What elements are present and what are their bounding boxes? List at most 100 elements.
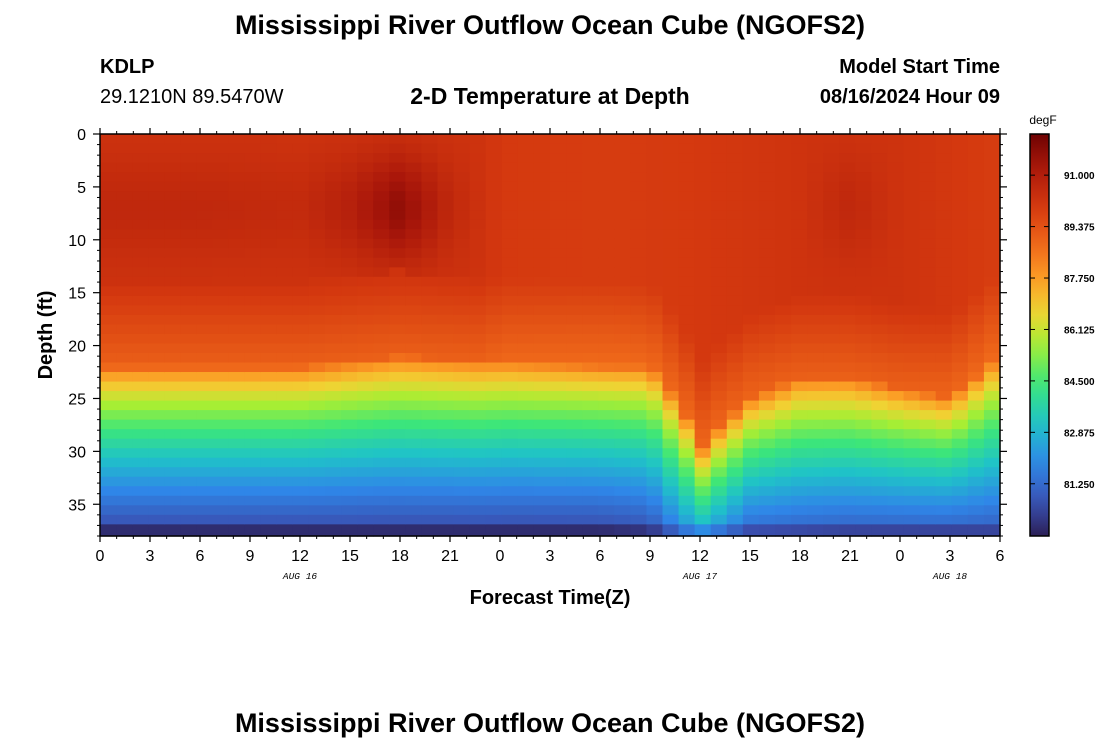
heatmap-cell: [325, 372, 342, 383]
heatmap-cell: [533, 333, 551, 345]
heatmap-cell: [694, 200, 712, 211]
heatmap-cell: [437, 181, 455, 192]
heatmap-cell: [807, 238, 824, 249]
heatmap-cell: [807, 219, 824, 230]
heatmap-cell: [501, 257, 519, 268]
heatmap-cell: [662, 257, 680, 268]
heatmap-cell: [598, 134, 615, 145]
heatmap-cell: [598, 372, 615, 383]
heatmap-cell: [855, 457, 873, 468]
heatmap-cell: [550, 181, 567, 192]
heatmap-cell: [919, 381, 937, 392]
heatmap-cell: [517, 524, 535, 535]
heatmap-cell: [405, 467, 423, 478]
heatmap-cell: [678, 372, 696, 383]
heatmap-cell: [373, 210, 390, 221]
heatmap-cell: [983, 295, 1001, 306]
heatmap-cell: [196, 314, 214, 326]
heatmap-cell: [758, 229, 776, 240]
heatmap-cell: [373, 467, 390, 478]
heatmap-cell: [148, 476, 165, 487]
heatmap-cell: [935, 381, 953, 392]
heatmap-cell: [341, 495, 358, 506]
heatmap-cell: [325, 495, 342, 506]
heatmap-cell: [646, 514, 664, 525]
heatmap-cell: [373, 257, 390, 268]
heatmap-cell: [228, 410, 246, 421]
heatmap-cell: [116, 343, 133, 354]
heatmap-cell: [983, 362, 1001, 373]
heatmap-cell: [983, 419, 1001, 430]
heatmap-cell: [308, 391, 326, 402]
heatmap-cell: [389, 419, 406, 430]
heatmap-cell: [325, 134, 342, 145]
heatmap-cell: [983, 372, 1001, 383]
heatmap-cell: [389, 333, 406, 345]
heatmap-cell: [437, 229, 455, 240]
heatmap-cell: [453, 419, 471, 430]
heatmap-cell: [678, 486, 696, 497]
heatmap-cell: [260, 333, 278, 345]
heatmap-cell: [871, 153, 889, 164]
heatmap-cell: [244, 276, 262, 287]
heatmap-cell: [839, 410, 856, 421]
heatmap-cell: [437, 162, 455, 173]
heatmap-cell: [903, 257, 921, 268]
heatmap-cell: [775, 134, 792, 145]
heatmap-cell: [871, 210, 889, 221]
heatmap-cell: [694, 143, 712, 154]
heatmap-cell: [646, 181, 664, 192]
heatmap-cell: [421, 391, 439, 402]
heatmap-cell: [582, 505, 599, 516]
heatmap-cell: [871, 514, 889, 525]
heatmap-cell: [260, 181, 278, 192]
heatmap-cell: [485, 533, 503, 537]
heatmap-cell: [710, 467, 728, 478]
heatmap-cell: [100, 134, 117, 145]
heatmap-cell: [646, 153, 664, 164]
heatmap-cell: [582, 467, 599, 478]
heatmap-cell: [935, 286, 953, 297]
heatmap-cell: [100, 381, 117, 392]
heatmap-cell: [758, 343, 776, 354]
heatmap-cell: [598, 267, 615, 278]
x-tick-label: 12: [691, 548, 709, 565]
heatmap-cell: [341, 153, 358, 164]
heatmap-cell: [598, 229, 615, 240]
heatmap-cell: [132, 410, 149, 421]
heatmap-cell: [791, 238, 808, 249]
heatmap-cell: [260, 143, 278, 154]
heatmap-cell: [839, 181, 856, 192]
heatmap-cell: [710, 162, 728, 173]
heatmap-cell: [373, 276, 390, 287]
heatmap-cell: [791, 457, 808, 468]
heatmap-cell: [148, 381, 165, 392]
heatmap-cell: [517, 276, 535, 287]
heatmap-cell: [630, 486, 648, 497]
heatmap-cell: [630, 248, 648, 259]
heatmap-cell: [276, 362, 294, 373]
heatmap-cell: [164, 486, 181, 497]
heatmap-cell: [614, 467, 631, 478]
heatmap-cell: [919, 505, 937, 516]
heatmap-cell: [421, 372, 439, 383]
heatmap-cell: [839, 524, 856, 535]
heatmap-cell: [646, 438, 664, 449]
heatmap-cell: [148, 372, 165, 383]
heatmap-cell: [325, 153, 342, 164]
heatmap-cell: [180, 314, 198, 326]
heatmap-cell: [967, 476, 985, 487]
heatmap-cell: [983, 381, 1001, 392]
heatmap-cell: [485, 229, 503, 240]
heatmap-cell: [791, 448, 808, 459]
heatmap-cell: [855, 257, 873, 268]
heatmap-cell: [341, 181, 358, 192]
heatmap-cell: [260, 257, 278, 268]
heatmap-cell: [919, 314, 937, 326]
heatmap-cell: [325, 162, 342, 173]
heatmap-cell: [694, 172, 712, 183]
heatmap-cell: [614, 153, 631, 164]
heatmap-cell: [646, 533, 664, 537]
heatmap-cell: [807, 324, 824, 335]
heatmap-cell: [951, 448, 969, 459]
